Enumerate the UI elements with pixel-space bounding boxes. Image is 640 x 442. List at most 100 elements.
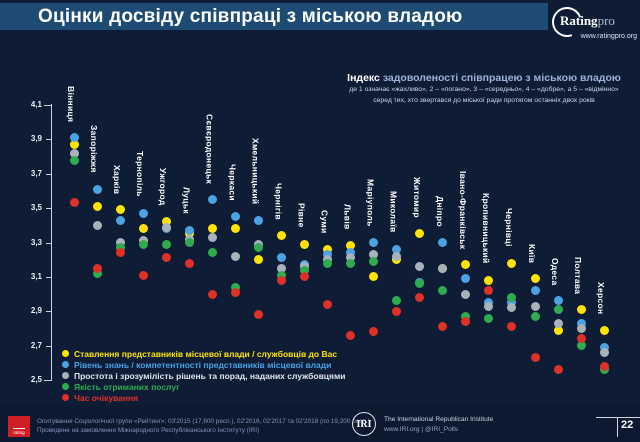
- data-point: [300, 239, 309, 249]
- data-point: [346, 241, 356, 251]
- data-point: [392, 251, 402, 261]
- page-title: Оцінки досвіду співпраці з міською владо…: [38, 6, 463, 27]
- data-point: [92, 268, 102, 278]
- data-point: [530, 311, 540, 321]
- data-point: [161, 222, 171, 232]
- y-axis-label: 3,1: [30, 271, 42, 281]
- legend-item: Якість отриманих послуг: [62, 381, 346, 392]
- y-axis-label: 2,5: [30, 375, 42, 384]
- city-label: Суми: [319, 210, 330, 234]
- data-point: [323, 299, 333, 309]
- data-point: [415, 262, 425, 272]
- city-label: Полтава: [573, 256, 584, 294]
- y-axis-label: 2,7: [30, 340, 42, 350]
- survey-line2: Проведене на замовлення Міжнародного Рес…: [37, 427, 260, 435]
- data-point: [323, 250, 333, 260]
- data-point: [576, 341, 586, 351]
- legend-item: Ставлення представників місцевої влади /…: [62, 348, 346, 359]
- data-point: [576, 305, 586, 315]
- iri-globe-icon: IRI: [352, 412, 376, 436]
- data-point: [346, 258, 356, 268]
- data-point: [553, 365, 563, 375]
- survey-note: Опитування Соціологічної групи «Рейтинг»…: [37, 417, 370, 436]
- legend-marker-icon: [62, 350, 69, 357]
- y-axis-label: 3,5: [30, 203, 42, 213]
- data-point: [530, 301, 540, 311]
- legend-label: Якість отриманих послуг: [74, 381, 180, 392]
- data-point: [438, 322, 448, 332]
- data-point: [92, 184, 102, 194]
- data-point: [138, 239, 148, 249]
- legend-label: Ставлення представників місцевої влади /…: [74, 348, 338, 359]
- index-title: Індекс задоволеності співпрацею з місько…: [347, 72, 621, 84]
- data-point: [253, 255, 263, 265]
- data-point: [138, 208, 148, 218]
- y-axis-tick: [46, 276, 51, 278]
- data-point: [161, 239, 171, 249]
- data-point: [230, 282, 240, 292]
- data-point: [438, 238, 448, 247]
- data-point: [276, 270, 286, 280]
- data-point: [392, 306, 402, 316]
- data-point: [253, 243, 263, 253]
- data-point: [69, 133, 79, 143]
- city-label: Київ: [527, 243, 537, 263]
- index-sample-note: серед тих, хто звертався до міської ради…: [373, 96, 595, 104]
- iri-text: The International Republican Institute w…: [384, 415, 493, 435]
- data-point: [599, 325, 609, 335]
- data-point: [369, 250, 379, 260]
- data-point: [576, 323, 586, 333]
- data-point: [92, 263, 102, 273]
- city-label: Вінниця: [66, 85, 76, 122]
- data-point: [599, 361, 609, 371]
- city-label: Кропивницький: [480, 193, 491, 264]
- city-label: Сєвєродонецьк: [204, 113, 215, 184]
- data-point: [461, 274, 471, 284]
- footer: rating Опитування Соціологічної групи «Р…: [0, 406, 640, 442]
- data-point: [184, 238, 194, 247]
- data-point: [69, 148, 79, 158]
- legend-marker-icon: [62, 372, 69, 379]
- y-axis-label: 3,9: [30, 134, 42, 144]
- data-point: [392, 296, 402, 306]
- data-point: [207, 195, 217, 205]
- data-point: [323, 244, 333, 254]
- legend-label: Час очікування: [74, 392, 139, 403]
- data-point: [276, 275, 286, 285]
- legend-item: Час очікування: [62, 392, 346, 403]
- data-point: [300, 272, 309, 282]
- data-point: [369, 256, 379, 266]
- ratingpro-logo: Ratingpro www.ratingpro.org: [547, 0, 640, 56]
- y-axis-tick: [46, 208, 51, 210]
- data-point: [392, 244, 402, 254]
- legend-item: Простота і зрозумілість рішень та порад,…: [62, 370, 346, 381]
- y-axis-label: 2,9: [30, 306, 42, 316]
- data-point: [115, 243, 125, 253]
- data-point: [300, 265, 309, 275]
- data-point: [323, 258, 333, 268]
- data-point: [576, 334, 586, 344]
- city-label: Миколаїв: [388, 191, 399, 233]
- data-point: [253, 215, 263, 225]
- data-point: [207, 224, 217, 234]
- city-label: Житомир: [411, 176, 422, 218]
- page-corner-line: [617, 417, 618, 437]
- data-point: [138, 224, 148, 234]
- y-axis-tick: [44, 105, 51, 106]
- data-point: [553, 296, 563, 306]
- page-number: 22: [621, 419, 634, 431]
- data-point: [346, 248, 356, 258]
- legend-marker-icon: [62, 394, 69, 401]
- data-point: [92, 201, 102, 211]
- data-point: [484, 313, 494, 323]
- chart-legend: Ставлення представників місцевої влади /…: [62, 348, 346, 403]
- data-point: [438, 286, 448, 296]
- city-label: Дніпро: [434, 195, 445, 227]
- data-point: [69, 155, 79, 165]
- y-axis-label: 3,3: [30, 237, 42, 247]
- legend-marker-icon: [62, 383, 69, 390]
- city-label: Ужгород: [158, 167, 169, 206]
- data-point: [346, 330, 356, 340]
- data-point: [438, 263, 448, 273]
- legend-marker-icon: [62, 361, 69, 368]
